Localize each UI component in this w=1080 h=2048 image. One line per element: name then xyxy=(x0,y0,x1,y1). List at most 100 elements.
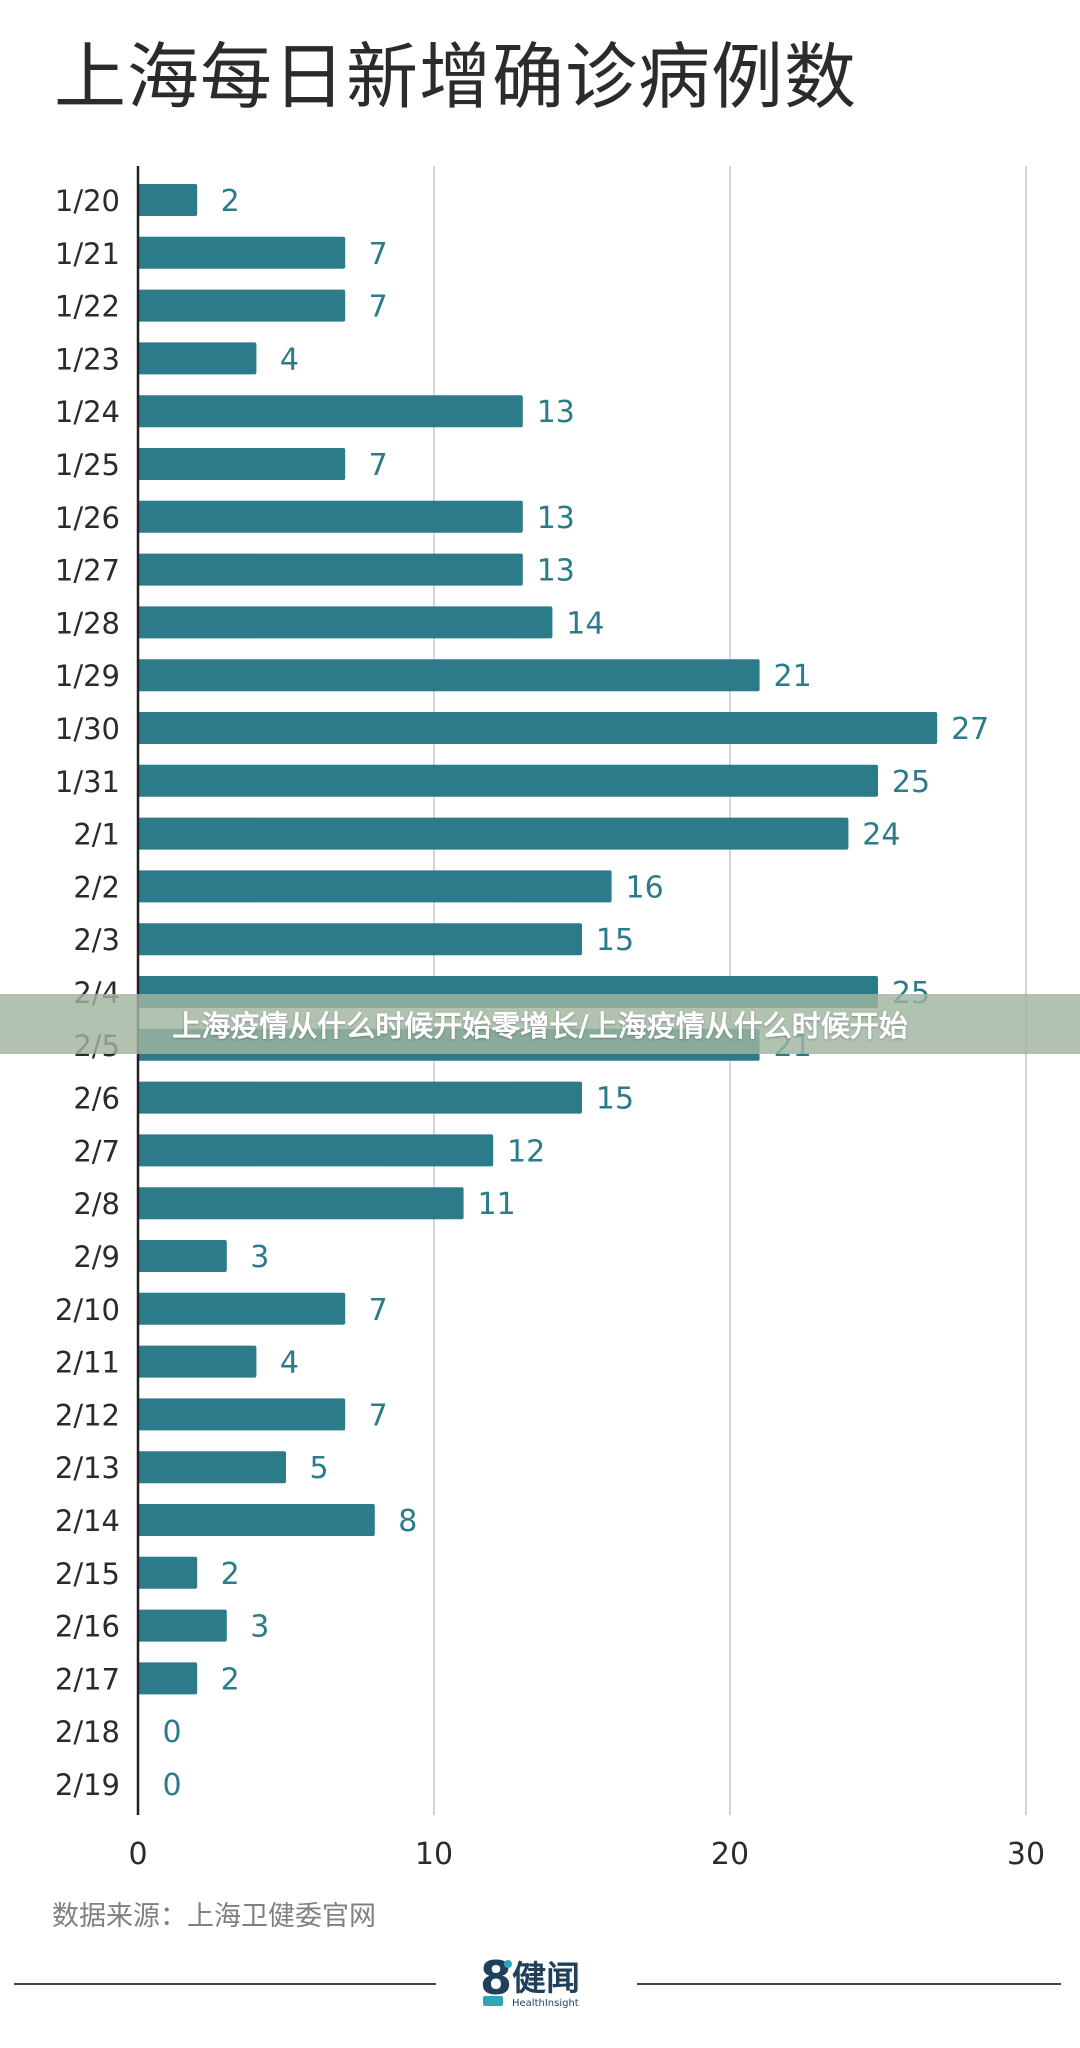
category-label: 1/31 xyxy=(55,765,120,799)
category-label: 2/13 xyxy=(55,1451,120,1485)
bar-1-29 xyxy=(138,659,760,692)
bar-2-16 xyxy=(138,1609,227,1642)
bar-1-22 xyxy=(138,289,346,322)
value-label: 7 xyxy=(369,448,388,483)
value-label: 3 xyxy=(250,1240,269,1275)
category-label: 2/15 xyxy=(55,1557,120,1591)
footer-divider-right xyxy=(637,1983,1061,1985)
bar-1-24 xyxy=(138,395,523,428)
category-label: 2/16 xyxy=(55,1610,120,1644)
value-label: 21 xyxy=(774,659,812,694)
value-label: 14 xyxy=(566,606,604,641)
footer-divider-left xyxy=(14,1983,436,1985)
bar-1-20 xyxy=(138,184,198,216)
bar-2-15 xyxy=(138,1556,198,1589)
x-tick-label: 20 xyxy=(711,1837,749,1872)
bar-2-13 xyxy=(138,1451,286,1484)
value-label: 2 xyxy=(221,184,240,219)
logo-subtitle: HealthInsight xyxy=(512,1998,579,2009)
value-label: 8 xyxy=(398,1504,417,1539)
source-note: 数据来源：上海卫健委官网 xyxy=(52,1901,376,1932)
bar-1-27 xyxy=(138,553,523,586)
bar-2-17 xyxy=(138,1662,198,1695)
category-label: 1/20 xyxy=(55,184,120,218)
category-label: 2/18 xyxy=(55,1715,120,1749)
value-label: 13 xyxy=(537,395,575,430)
category-label: 2/10 xyxy=(55,1293,120,1327)
category-label: 1/28 xyxy=(55,606,120,640)
category-label: 2/8 xyxy=(73,1187,120,1221)
category-label: 1/29 xyxy=(55,659,120,693)
logo-dot-icon xyxy=(504,1960,512,1968)
value-label: 7 xyxy=(369,237,388,272)
category-label: 2/19 xyxy=(55,1768,120,1802)
bar-chart: 1/20 1/21 1/22 1/23 1/24 1/25 1/26 1/27 1/28 1/29… xyxy=(55,166,1045,1872)
value-label: 27 xyxy=(951,712,989,747)
value-label: 4 xyxy=(280,342,299,377)
category-label: 2/3 xyxy=(73,923,120,957)
category-label: 2/14 xyxy=(55,1504,120,1538)
value-label: 0 xyxy=(162,1768,181,1803)
value-label: 15 xyxy=(596,923,634,958)
value-label: 3 xyxy=(250,1610,269,1645)
value-label: 13 xyxy=(537,501,575,536)
category-label: 1/26 xyxy=(55,501,120,535)
value-label: 11 xyxy=(478,1187,516,1222)
overlay-caption: 上海疫情从什么时候开始零增长/上海疫情从什么时候开始 xyxy=(172,1009,908,1043)
value-label: 16 xyxy=(626,870,664,905)
healthinsight-logo: 8 健闻 HealthInsight xyxy=(480,1951,580,2009)
value-label: 7 xyxy=(369,1293,388,1328)
category-label: 2/2 xyxy=(73,870,120,904)
bar-1-28 xyxy=(138,606,553,639)
value-label: 25 xyxy=(892,765,930,800)
value-label: 7 xyxy=(369,290,388,325)
category-labels: 1/20 1/21 1/22 1/23 1/24 1/25 1/26 1/27 1/28 1/29… xyxy=(55,184,120,1802)
bar-2-12 xyxy=(138,1398,346,1431)
category-label: 2/7 xyxy=(73,1134,120,1168)
bar-2-9 xyxy=(138,1240,227,1272)
bar-2-1 xyxy=(138,817,849,850)
value-label: 4 xyxy=(280,1346,299,1381)
logo-name: 健闻 xyxy=(512,1959,580,1999)
bar-2-14 xyxy=(138,1504,375,1536)
x-tick-label: 0 xyxy=(128,1837,147,1872)
value-label: 13 xyxy=(537,554,575,589)
bar-2-11 xyxy=(138,1345,257,1378)
value-label: 7 xyxy=(369,1398,388,1433)
chart-title: 上海每日新增确诊病例数 xyxy=(54,35,858,119)
category-label: 2/11 xyxy=(55,1346,120,1380)
bar-2-8 xyxy=(138,1187,464,1220)
value-label: 2 xyxy=(221,1662,240,1697)
bar-2-7 xyxy=(138,1134,494,1167)
bars xyxy=(138,184,938,1695)
bar-2-2 xyxy=(138,870,612,903)
bar-2-6 xyxy=(138,1081,582,1114)
category-label: 2/17 xyxy=(55,1662,120,1696)
bar-2-10 xyxy=(138,1292,346,1325)
value-label: 12 xyxy=(507,1134,545,1169)
overlay-banner: 上海疫情从什么时候开始零增长/上海疫情从什么时候开始 xyxy=(0,994,1080,1054)
logo-badge-icon xyxy=(483,1996,503,2006)
value-label: 2 xyxy=(221,1557,240,1592)
bar-1-30 xyxy=(138,712,938,744)
category-label: 2/12 xyxy=(55,1398,120,1432)
bar-1-25 xyxy=(138,448,346,480)
value-label: 5 xyxy=(309,1451,328,1486)
bar-2-3 xyxy=(138,923,582,956)
bar-1-31 xyxy=(138,764,878,797)
category-label: 2/9 xyxy=(73,1240,120,1274)
category-label: 1/24 xyxy=(55,395,120,429)
x-tick-label: 10 xyxy=(415,1837,453,1872)
bar-1-23 xyxy=(138,342,257,375)
category-label: 1/21 xyxy=(55,237,120,271)
bar-1-21 xyxy=(138,236,346,269)
bar-1-26 xyxy=(138,500,523,533)
category-label: 1/27 xyxy=(55,554,120,588)
value-label: 24 xyxy=(862,818,900,853)
x-tick-label: 30 xyxy=(1007,1837,1045,1872)
category-label: 2/1 xyxy=(73,818,120,852)
category-label: 1/30 xyxy=(55,712,120,746)
x-axis-ticks: 0 10 20 30 xyxy=(128,1837,1045,1872)
category-label: 1/22 xyxy=(55,290,120,324)
